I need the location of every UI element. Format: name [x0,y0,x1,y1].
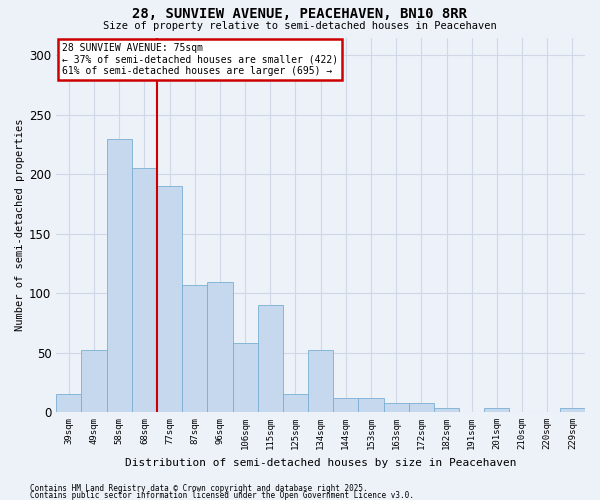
Text: 28 SUNVIEW AVENUE: 75sqm
← 37% of semi-detached houses are smaller (422)
61% of : 28 SUNVIEW AVENUE: 75sqm ← 37% of semi-d… [62,43,338,76]
Bar [107,138,132,412]
Bar [182,285,208,412]
Bar [157,186,182,412]
Y-axis label: Number of semi-detached properties: Number of semi-detached properties [15,118,25,331]
Bar [560,408,585,412]
X-axis label: Distribution of semi-detached houses by size in Peacehaven: Distribution of semi-detached houses by … [125,458,517,468]
Bar [383,402,409,412]
Bar [308,350,333,412]
Text: Contains HM Land Registry data © Crown copyright and database right 2025.: Contains HM Land Registry data © Crown c… [30,484,368,493]
Text: Contains public sector information licensed under the Open Government Licence v3: Contains public sector information licen… [30,491,414,500]
Bar [358,398,383,412]
Bar [132,168,157,412]
Bar [233,343,257,412]
Bar [208,282,233,412]
Bar [82,350,107,412]
Bar [333,398,358,412]
Text: 28, SUNVIEW AVENUE, PEACEHAVEN, BN10 8RR: 28, SUNVIEW AVENUE, PEACEHAVEN, BN10 8RR [133,8,467,22]
Bar [484,408,509,412]
Bar [283,394,308,412]
Bar [409,402,434,412]
Bar [434,408,459,412]
Bar [257,305,283,412]
Bar [56,394,82,412]
Text: Size of property relative to semi-detached houses in Peacehaven: Size of property relative to semi-detach… [103,21,497,31]
